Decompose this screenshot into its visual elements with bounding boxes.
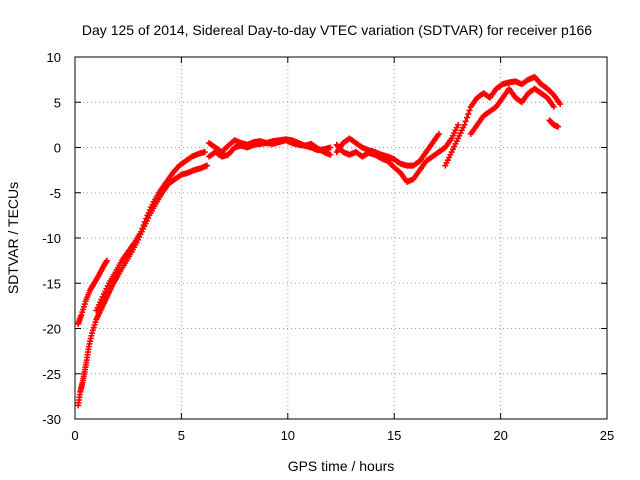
data-points — [75, 73, 564, 409]
chart-title: Day 125 of 2014, Sidereal Day-to-day VTE… — [82, 22, 592, 38]
y-tick-label: -5 — [49, 186, 61, 201]
x-tick-label: 15 — [387, 428, 401, 443]
y-tick-label: 10 — [47, 50, 61, 65]
data-point — [327, 144, 334, 151]
data-point — [103, 257, 110, 264]
y-axis-label: SDTVAR / TECUs — [5, 182, 21, 294]
data-point — [465, 111, 472, 118]
series-track-h — [442, 73, 564, 169]
series-track-c — [93, 149, 208, 314]
x-tick-label: 10 — [281, 428, 295, 443]
data-point — [435, 130, 442, 137]
x-tick-label: 20 — [493, 428, 507, 443]
x-tick-label: 0 — [71, 428, 78, 443]
data-point — [143, 215, 150, 222]
x-axis-label: GPS time / hours — [288, 458, 395, 474]
y-tick-label: -25 — [42, 367, 61, 382]
x-tick-label: 5 — [178, 428, 185, 443]
data-point — [140, 222, 147, 229]
data-point — [463, 114, 470, 121]
series-track-g — [333, 121, 462, 185]
data-point — [461, 121, 468, 128]
data-point — [550, 103, 557, 110]
data-point — [555, 123, 562, 130]
data-point — [137, 228, 144, 235]
data-point — [139, 225, 146, 232]
grid — [75, 57, 607, 419]
y-tick-label: 5 — [54, 95, 61, 110]
data-point — [201, 149, 208, 156]
data-point — [466, 107, 473, 114]
y-tick-label: 0 — [54, 141, 61, 156]
y-tick-label: -20 — [42, 322, 61, 337]
ticks: 0 5 10 15 20 25 -30 -25 -20 -15 -10 -5 0 5 10 — [42, 50, 614, 443]
y-tick-label: -15 — [42, 276, 61, 291]
series-track-a — [75, 257, 110, 327]
data-point — [141, 218, 148, 225]
data-point — [455, 121, 462, 128]
y-tick-label: -10 — [42, 231, 61, 246]
data-point — [557, 101, 564, 108]
y-tick-label: -30 — [42, 412, 61, 427]
data-point — [462, 118, 469, 125]
data-point — [203, 162, 210, 169]
series-track-j — [546, 117, 562, 130]
x-tick-label: 25 — [600, 428, 614, 443]
series-track-e — [206, 136, 334, 160]
series-track-i — [467, 85, 557, 137]
data-point — [327, 151, 334, 158]
